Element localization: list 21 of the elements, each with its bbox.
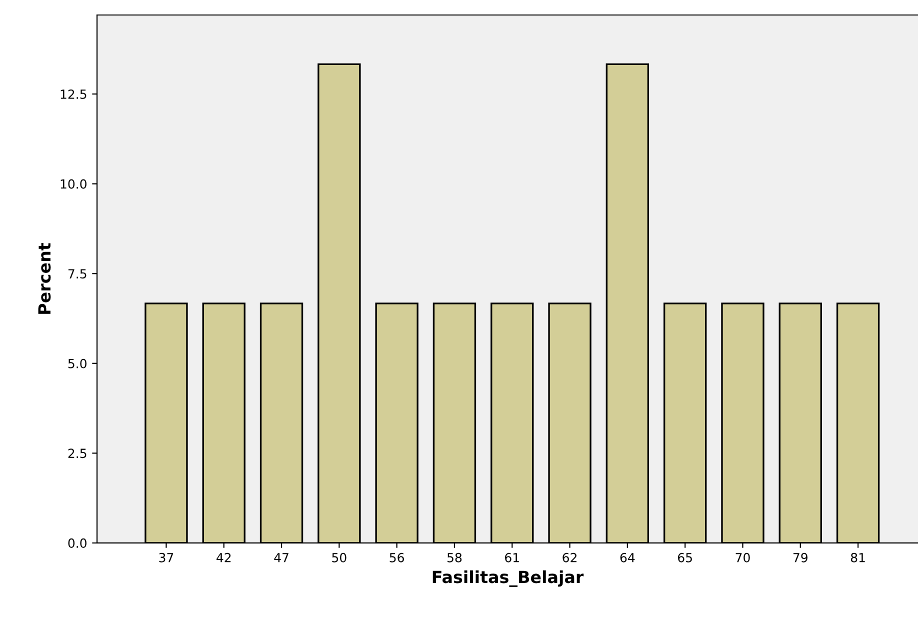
y-tick-label: 5.0 (68, 358, 86, 368)
y-tick-label: 2.5 (68, 448, 86, 458)
x-tick-label: 58 (447, 552, 462, 562)
y-axis-title: Percent (38, 242, 51, 314)
y-tick-label: 0.0 (68, 538, 86, 548)
x-tick-label: 42 (216, 552, 231, 562)
x-tick-label: 37 (159, 552, 174, 562)
x-tick-label: 81 (850, 552, 865, 562)
x-tick-label: 79 (793, 552, 808, 562)
y-tick-label: 7.5 (68, 269, 86, 279)
x-tick-label: 61 (505, 552, 519, 562)
y-tick-label: 12.5 (60, 89, 86, 99)
x-tick-label: 64 (620, 552, 635, 562)
y-tick-label: 10.0 (60, 179, 86, 189)
x-tick-label: 70 (736, 552, 750, 562)
x-tick-label: 65 (678, 552, 692, 562)
x-axis-title: Fasilitas_Belajar (432, 570, 584, 587)
x-tick-label: 56 (390, 552, 404, 562)
x-tick-label: 47 (274, 553, 288, 562)
x-tick-label: 62 (562, 552, 576, 562)
x-tick-label: 50 (332, 552, 346, 562)
